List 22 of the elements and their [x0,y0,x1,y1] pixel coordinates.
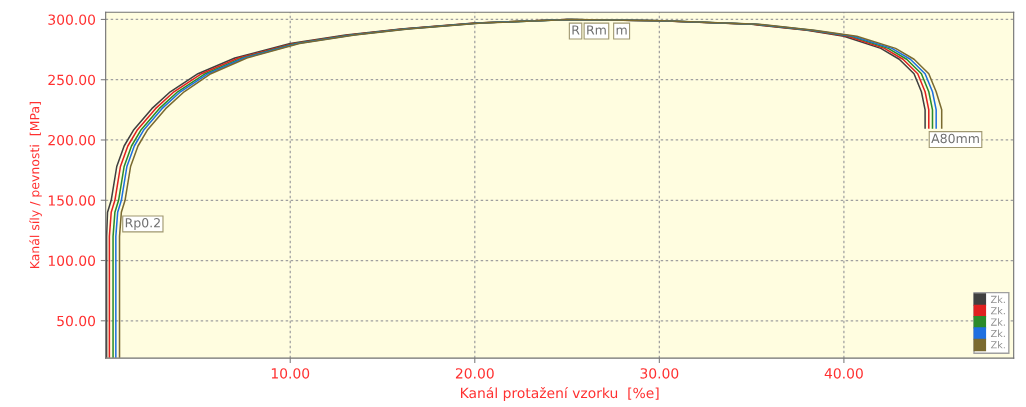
legend-label: Zk. [990,306,1005,315]
y-tick-label: 150.00 [48,195,96,206]
y-tick-label: 100.00 [48,255,96,266]
legend-label: Zk. [990,329,1005,338]
annotation: Rm [587,25,606,35]
legend-label: Zk. [990,318,1005,326]
y-tick-label: 250.00 [48,74,96,86]
x-tick-label: 30.00 [640,368,679,379]
x-tick-label: 40.00 [824,368,863,379]
annotation: Rp0.2 [125,218,160,230]
annotation: R [572,25,580,35]
legend-label: Zk. [990,295,1005,303]
y-tick-label: 50.00 [57,315,96,327]
y-tick-label: 300.00 [48,14,96,25]
x-tick-label: 20.00 [455,368,494,379]
annotation: A80mm [931,133,979,144]
y-tick-label: 200.00 [48,134,96,146]
x-axis-title: Kanál protažení vzorku [%e] [461,386,659,401]
legend-label: Zk. [990,340,1005,349]
annotation: m [616,27,627,35]
y-axis-title: Kanál síly / pevnosti [MPa] [29,102,42,269]
x-tick-label: 10.00 [271,368,310,379]
